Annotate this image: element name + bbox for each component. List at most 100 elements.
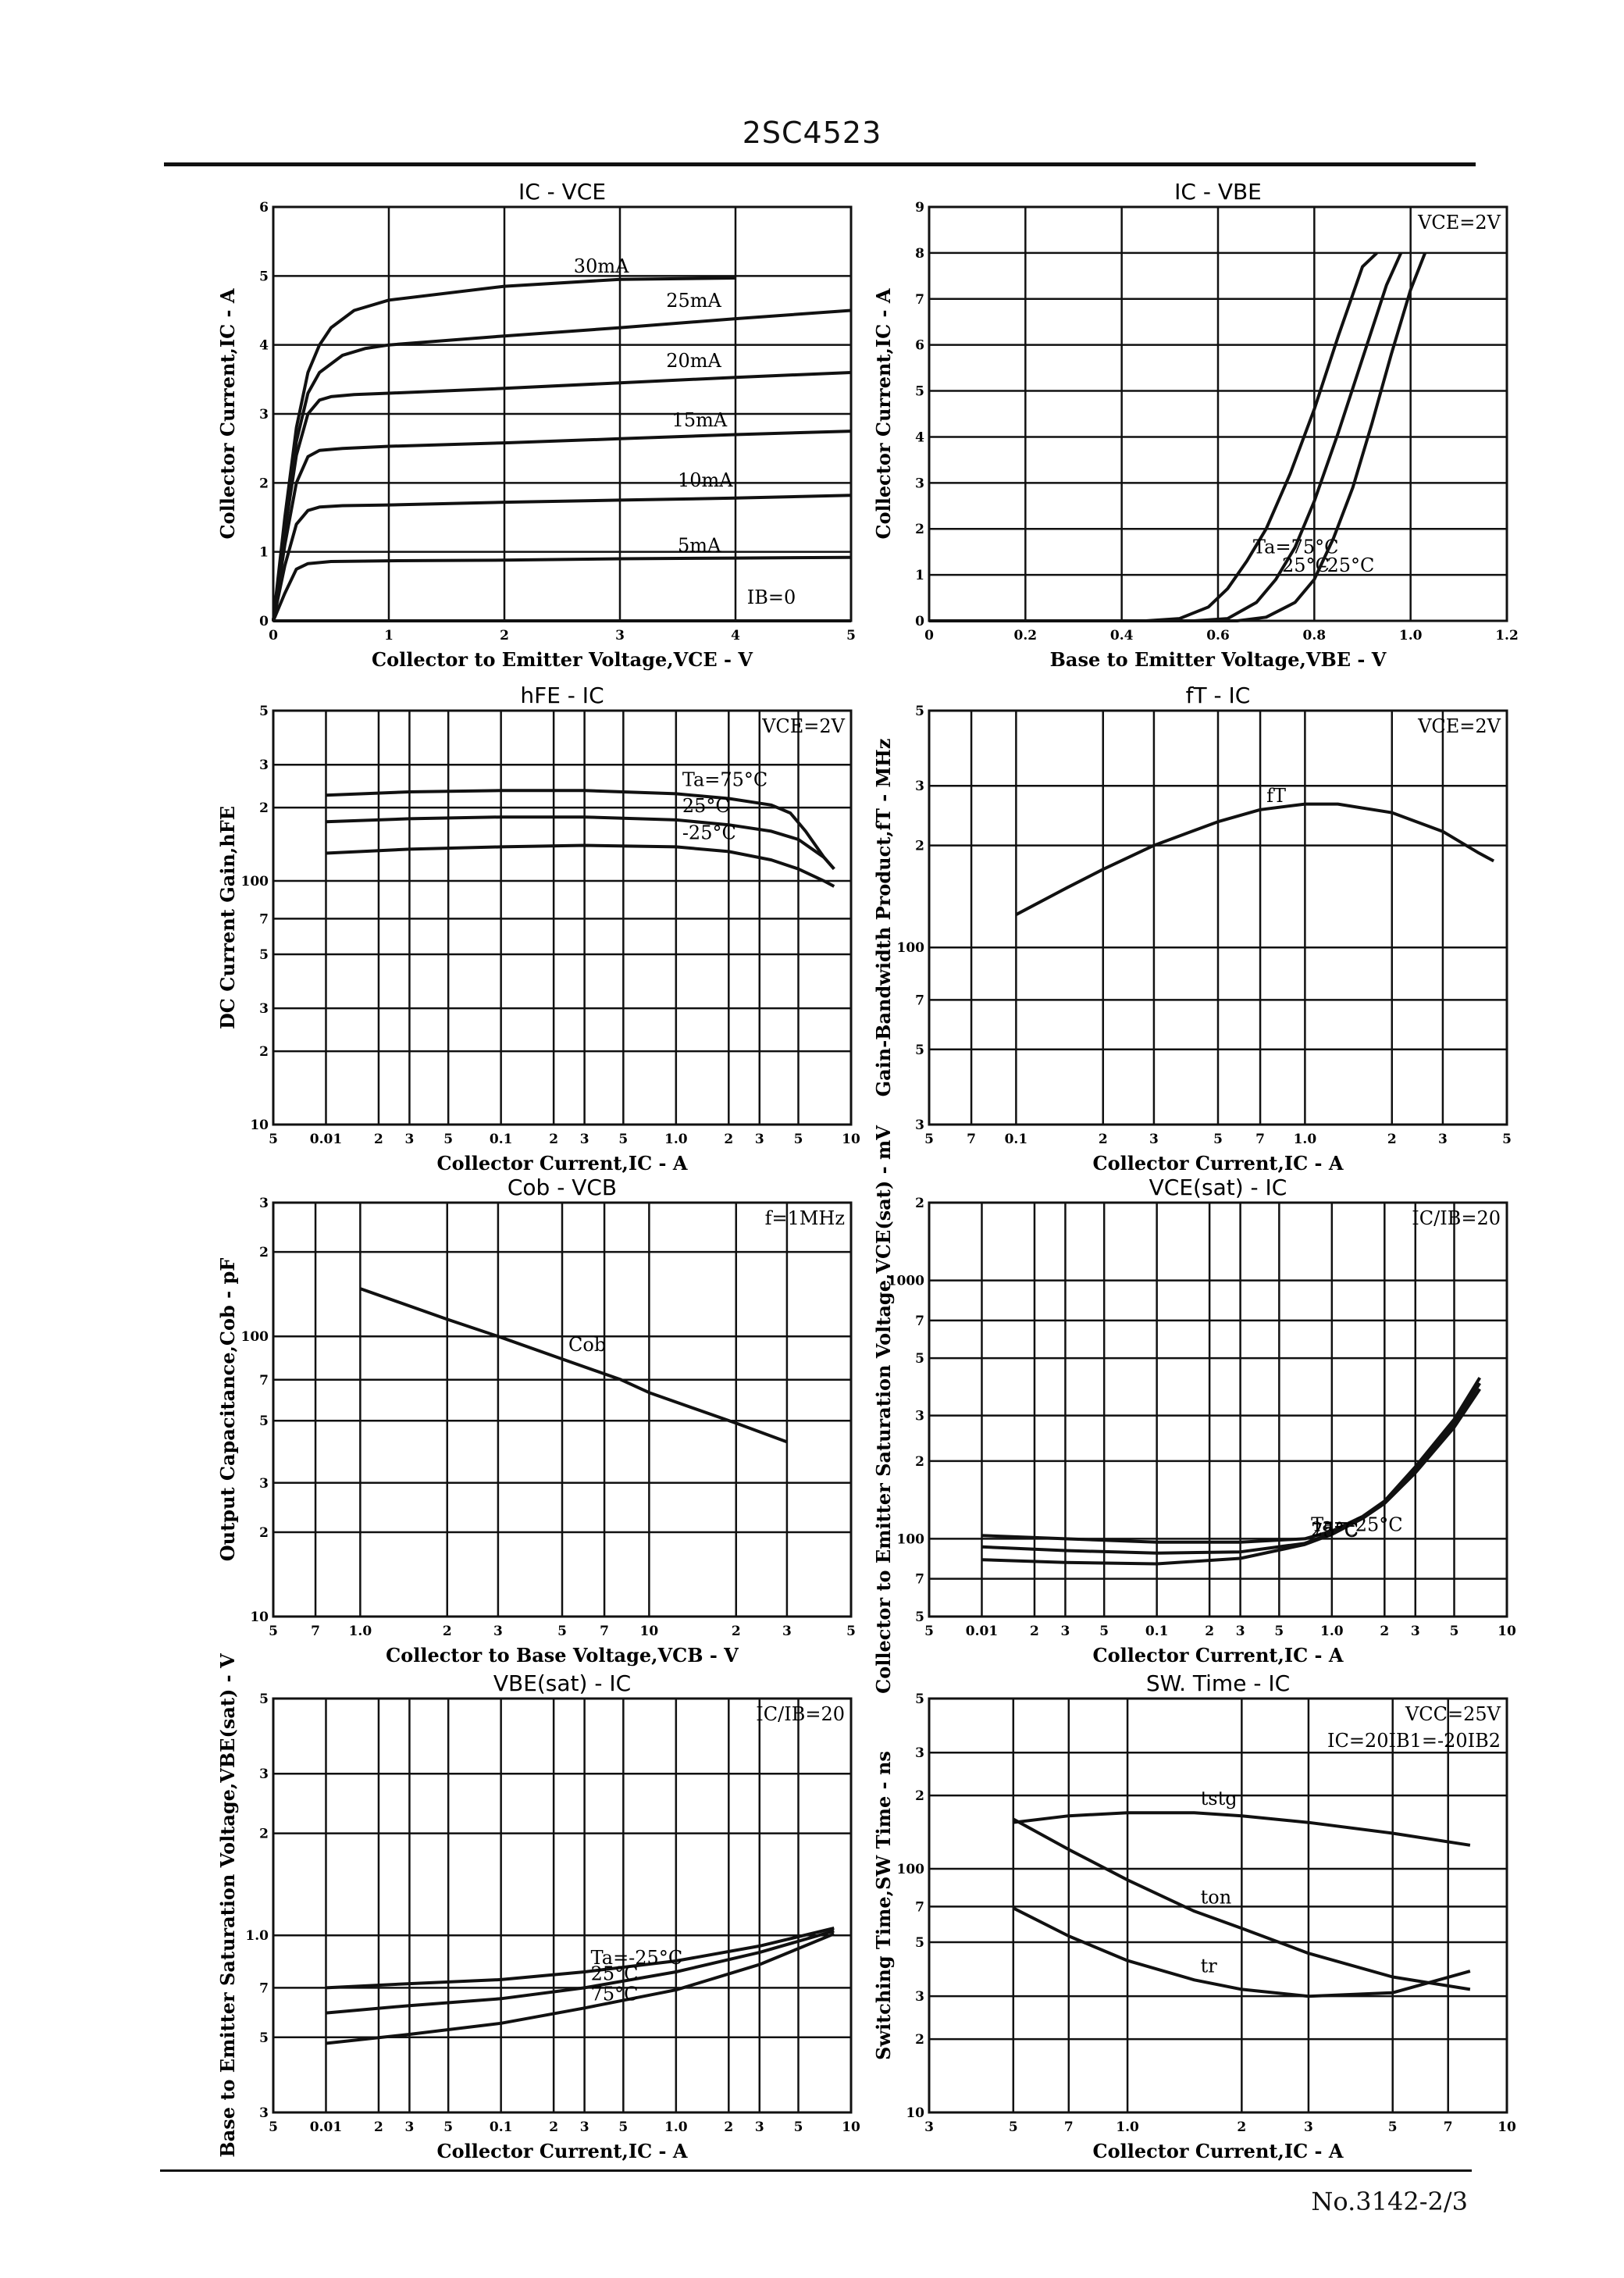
x-tick-label: 5: [269, 1132, 278, 1147]
series-label: Ta=75°C: [682, 768, 767, 790]
x-tick-label: 10: [1498, 2119, 1516, 2135]
series-label: Cob: [568, 1334, 606, 1356]
x-tick-label: 2: [1380, 1624, 1389, 1639]
y-tick-label: 3: [915, 1989, 924, 2005]
y-tick-label: 3: [259, 1196, 269, 1211]
y-tick-label: 7: [915, 292, 924, 308]
header-rule: [164, 162, 1476, 166]
y-tick-label: 5: [915, 1935, 924, 1951]
chart-vbesat-ic: VBE(sat) - IC 5 0.01 2 3 5 0.1 2 3 5 1.0 2 3 5 10 3 5 7 1.…: [180, 1653, 867, 2201]
y-tick-label: 3: [259, 758, 269, 773]
x-tick-label: 2: [732, 1624, 741, 1639]
series-label: fT: [1266, 785, 1286, 807]
x-tick-label: 5: [794, 1132, 803, 1147]
y-tick-label: 3: [259, 407, 269, 422]
y-tick-label: 3: [915, 476, 924, 491]
x-tick-label: 5: [794, 2119, 803, 2135]
y-tick-label: 3: [915, 1118, 924, 1133]
x-tick-label: 7: [600, 1624, 609, 1639]
series-label: -25°C: [682, 822, 736, 843]
y-tick-label: 8: [915, 246, 924, 262]
series-label: 30mA: [574, 255, 629, 277]
x-tick-label: 5: [1502, 1132, 1512, 1147]
x-tick-label: 2: [374, 1132, 383, 1147]
x-tick-label: 0: [269, 628, 278, 643]
x-tick-label: 0.6: [1206, 628, 1230, 643]
y-axis-label: Switching Time,SW Time - ns: [872, 1751, 895, 2060]
x-axis-label: Collector Current,IC - A: [1093, 1152, 1344, 1175]
y-tick-label: 100: [897, 940, 925, 956]
series-label: 25°C: [591, 1963, 639, 1984]
chart-vcesat-ic: VCE(sat) - IC 5 0.01 2 3 5 0.1 2 3 5 1.0 2 3 5 10 5 7 100…: [835, 1125, 1522, 1706]
x-tick-label: 7: [967, 1132, 976, 1147]
x-tick-label: 2: [549, 2119, 558, 2135]
y-tick-label: 1: [259, 545, 269, 561]
y-axis-label: Output Capacitance,Cob - pF: [216, 1258, 239, 1562]
series-label: 5mA: [678, 535, 721, 557]
series-label: Ta=-25°C: [1311, 1513, 1403, 1535]
y-tick-label: 10: [250, 1118, 269, 1133]
x-tick-label: 3: [615, 628, 625, 643]
x-tick-label: 7: [1444, 2119, 1453, 2135]
series-label: 25°C: [1311, 1518, 1359, 1540]
condition-annotation: IC/IB=20: [756, 1703, 845, 1725]
x-tick-label: 0.01: [310, 1132, 342, 1147]
x-tick-label: 3: [755, 2119, 764, 2135]
x-tick-label: 3: [1304, 2119, 1313, 2135]
y-tick-label: 10: [906, 2105, 924, 2121]
x-tick-label: 1: [384, 628, 394, 643]
y-tick-label: 4: [259, 338, 269, 354]
condition-annotation: VCC=25V: [1405, 1703, 1501, 1725]
part-number-title: 2SC4523: [742, 116, 882, 150]
y-tick-label: 100: [241, 1329, 269, 1345]
y-tick-label: 3: [915, 779, 924, 794]
x-tick-label: 5: [924, 1624, 934, 1639]
series-line: [1013, 1811, 1471, 1847]
x-tick-label: 0.1: [1145, 1624, 1169, 1639]
x-tick-label: 2: [549, 1132, 558, 1147]
condition-annotation: IB=0: [747, 586, 796, 608]
x-tick-label: 0.1: [490, 2119, 513, 2135]
x-tick-label: 10: [842, 2119, 860, 2135]
x-tick-label: 5: [269, 2119, 278, 2135]
y-tick-label: 2: [915, 1196, 924, 1211]
chart-title: fT - IC: [1186, 683, 1251, 708]
x-tick-label: 2: [1030, 1624, 1039, 1639]
y-tick-label: 7: [915, 1314, 924, 1329]
x-tick-label: 2: [1099, 1132, 1108, 1147]
y-tick-label: 2: [259, 1245, 269, 1260]
y-tick-label: 5: [915, 384, 924, 400]
y-tick-label: 5: [915, 1610, 924, 1625]
condition-annotation: VCE=2V: [1417, 715, 1501, 737]
y-tick-label: 5: [915, 704, 924, 719]
chart-ic-vce: IC - VCE 0 1 2 3 4 5 0 1 2 3 4 5 6 Collector to Emitte…: [180, 176, 867, 710]
chart-ft-ic: fT - IC 5 7 0.1 2 3 5 7 1.0 2 3 5 3 5 7 100 2 3 5 Collector…: [835, 679, 1522, 1214]
series-label: ton: [1201, 1886, 1232, 1908]
condition-annotation: f=1MHz: [765, 1207, 845, 1229]
x-tick-label: 1.0: [1294, 1132, 1317, 1147]
y-tick-label: 0: [259, 614, 269, 629]
chart-title: IC - VCE: [518, 179, 606, 205]
y-tick-label: 6: [915, 338, 924, 354]
y-tick-label: 1000: [888, 1274, 924, 1289]
series-label: 15mA: [672, 409, 728, 431]
series-line: [272, 276, 736, 622]
x-axis-label: Collector to Base Voltage,VCB - V: [386, 1644, 739, 1667]
y-tick-label: 1.0: [245, 1928, 269, 1944]
y-tick-label: 5: [259, 947, 269, 963]
x-tick-label: 7: [1064, 2119, 1074, 2135]
x-tick-label: 5: [924, 1132, 934, 1147]
y-axis-label: Gain-Bandwidth Product,fT - MHz: [872, 739, 895, 1097]
x-tick-label: 5: [846, 628, 856, 643]
y-tick-label: 5: [259, 1692, 269, 1707]
x-tick-label: 1.0: [1116, 2119, 1139, 2135]
y-axis-label: Collector Current,IC - A: [872, 288, 895, 539]
y-tick-label: 5: [915, 1351, 924, 1367]
x-tick-label: 2: [1205, 1624, 1214, 1639]
x-tick-label: 2: [724, 1132, 733, 1147]
series-line: [981, 1377, 1482, 1544]
y-tick-label: 5: [915, 1043, 924, 1058]
y-tick-label: 3: [259, 1766, 269, 1782]
y-tick-label: 5: [259, 269, 269, 284]
series-label: 20mA: [666, 350, 721, 372]
